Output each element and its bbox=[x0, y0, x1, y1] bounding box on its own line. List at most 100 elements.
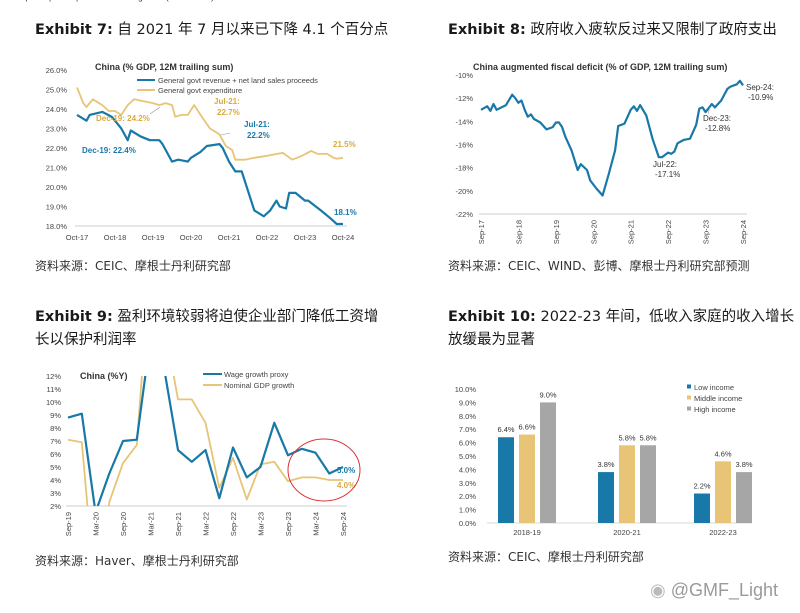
annotation-value: 22.2% bbox=[247, 131, 270, 140]
bar-low-income bbox=[598, 472, 614, 523]
y-tick-label: 12% bbox=[46, 372, 61, 381]
series-line-wage-growth-proxy bbox=[67, 376, 344, 506]
y-tick-label: 26.0% bbox=[46, 66, 68, 75]
y-tick-label: 4% bbox=[50, 476, 61, 485]
x-tick-label: Sep-22 bbox=[229, 512, 238, 536]
annotation: 4.0% bbox=[337, 481, 355, 490]
exhibit-8-source: 资料来源：CEIC、WIND、彭博、摩根士丹利研究部预测 bbox=[448, 259, 750, 273]
y-tick-label: 2% bbox=[50, 502, 61, 511]
y-tick-label: 9% bbox=[50, 411, 61, 420]
x-tick-label: Sep-24 bbox=[339, 512, 348, 536]
legend-swatch bbox=[687, 384, 691, 389]
legend-label: High income bbox=[694, 405, 736, 414]
exhibit-10-source: 资料来源：CEIC、摩根士丹利研究部 bbox=[448, 550, 644, 564]
annotation-value: 22.7% bbox=[217, 108, 240, 117]
y-tick-label: 9.0% bbox=[459, 398, 476, 407]
bar-data-label: 6.4% bbox=[497, 425, 514, 434]
chart-8: China augmented fiscal deficit (% of GDP… bbox=[455, 62, 774, 244]
y-tick-label: 24.0% bbox=[46, 105, 68, 114]
y-tick-label: 11% bbox=[47, 385, 62, 394]
chart-title: China (% GDP, 12M trailing sum) bbox=[95, 62, 233, 72]
x-tick-label: 2020-21 bbox=[613, 528, 641, 537]
x-tick-label: Oct-24 bbox=[332, 233, 355, 242]
bar-data-label: 5.8% bbox=[618, 433, 635, 442]
x-tick-label: Sep-23 bbox=[284, 512, 293, 536]
y-tick-label: 0.0% bbox=[459, 519, 476, 528]
legend-label: General govt revenue + net land sales pr… bbox=[158, 76, 318, 85]
y-tick-label: 6% bbox=[50, 450, 61, 459]
annotation-leader bbox=[149, 106, 161, 115]
chart-10: Urban per capita disposable income growt… bbox=[0, 0, 753, 537]
y-tick-label: 6.0% bbox=[459, 439, 476, 448]
y-tick-label: 10.0% bbox=[455, 385, 477, 394]
weibo-icon: ◉ bbox=[650, 580, 666, 600]
y-tick-label: 7% bbox=[50, 437, 61, 446]
x-tick-label: Sep-20 bbox=[589, 220, 598, 244]
y-tick-label: -12% bbox=[455, 94, 473, 103]
legend-label: Wage growth proxy bbox=[224, 370, 289, 379]
x-tick-label: Sep-20 bbox=[119, 512, 128, 536]
x-tick-label: 2018-19 bbox=[513, 528, 541, 537]
bar-middle-income bbox=[715, 461, 731, 523]
bar-low-income bbox=[498, 437, 514, 523]
y-tick-label: 21.0% bbox=[46, 164, 68, 173]
exhibit-10-title: 2022-23 年间，低收入家庭的收入增长 bbox=[540, 309, 795, 325]
x-tick-label: Sep-23 bbox=[702, 220, 711, 244]
highlight-circle bbox=[287, 438, 361, 502]
y-tick-label: 23.0% bbox=[46, 125, 68, 134]
bar-data-label: 9.0% bbox=[539, 390, 556, 399]
exhibit-9-source: 资料来源：Haver、摩根士丹利研究部 bbox=[35, 554, 239, 568]
x-tick-label: Sep-24 bbox=[739, 220, 748, 244]
legend-label: Nominal GDP growth bbox=[224, 381, 294, 390]
chart-title: China augmented fiscal deficit (% of GDP… bbox=[473, 62, 727, 72]
x-tick-label: Oct-22 bbox=[256, 233, 279, 242]
annotation: Jul-22: bbox=[653, 160, 677, 169]
x-tick-label: Mar-21 bbox=[147, 512, 156, 536]
bar-data-label: 3.8% bbox=[597, 460, 614, 469]
y-tick-label: 3% bbox=[50, 489, 61, 498]
y-tick-label: -14% bbox=[455, 117, 473, 126]
annotation: Dec-19: 24.2% bbox=[96, 114, 150, 123]
exhibit-8-title: 政府收入疲软反过来又限制了政府支出 bbox=[530, 22, 777, 38]
y-tick-label: 1.0% bbox=[459, 506, 476, 515]
x-tick-label: Sep-17 bbox=[477, 220, 486, 244]
legend-label: General govt expenditure bbox=[158, 86, 242, 95]
y-tick-label: 5.0% bbox=[459, 452, 476, 461]
annotation-leader bbox=[220, 132, 231, 136]
legend-swatch bbox=[687, 395, 691, 400]
bar-data-label: 6.6% bbox=[518, 423, 535, 432]
annotation: Sep-24: bbox=[746, 83, 774, 92]
exhibit-9-heading: Exhibit 9: 盈利环境较弱将迫使企业部门降低工资增 长以保护利润率 bbox=[35, 306, 378, 352]
x-tick-label: Sep-21 bbox=[174, 512, 183, 536]
x-tick-label: Sep-22 bbox=[664, 220, 673, 244]
y-tick-label: 4.0% bbox=[459, 465, 476, 474]
bar-high-income bbox=[640, 445, 656, 523]
annotation: Jul-21: bbox=[244, 120, 270, 129]
bar-low-income bbox=[694, 493, 710, 523]
annotation-value: -12.8% bbox=[705, 124, 730, 133]
watermark: ◉ @GMF_Light bbox=[650, 580, 778, 601]
exhibit-9-title-line2: 长以保护利润率 bbox=[35, 332, 137, 348]
series-line-deficit bbox=[480, 79, 744, 197]
bar-high-income bbox=[736, 472, 752, 523]
y-tick-label: 10% bbox=[46, 398, 61, 407]
y-tick-label: -20% bbox=[455, 187, 473, 196]
y-tick-label: -16% bbox=[455, 141, 473, 150]
chart-7: China (% GDP, 12M trailing sum) 18.0% 19.0… bbox=[46, 62, 357, 242]
annotation: 21.5% bbox=[333, 140, 356, 149]
series-line-general-govt-expenditure bbox=[76, 87, 344, 161]
exhibit-10-heading: Exhibit 10: 2022-23 年间，低收入家庭的收入增长 放缓最为显著 bbox=[448, 306, 794, 352]
exhibit-8-label: Exhibit 8: bbox=[448, 22, 526, 38]
bar-data-label: 5.8% bbox=[639, 433, 656, 442]
exhibit-7-heading: Exhibit 7: 自 2021 年 7 月以来已下降 4.1 个百分点 bbox=[35, 19, 388, 42]
y-tick-label: 19.0% bbox=[46, 203, 68, 212]
exhibit-7-source: 资料来源：CEIC、摩根士丹利研究部 bbox=[35, 259, 231, 273]
exhibit-10-label: Exhibit 10: bbox=[448, 309, 536, 325]
bar-data-label: 2.2% bbox=[693, 482, 710, 491]
y-tick-label: 18.0% bbox=[46, 222, 68, 231]
annotation-value: -10.9% bbox=[748, 93, 773, 102]
annotation-leader bbox=[707, 106, 711, 115]
legend-label: Middle income bbox=[694, 394, 742, 403]
bar-high-income bbox=[540, 402, 556, 523]
